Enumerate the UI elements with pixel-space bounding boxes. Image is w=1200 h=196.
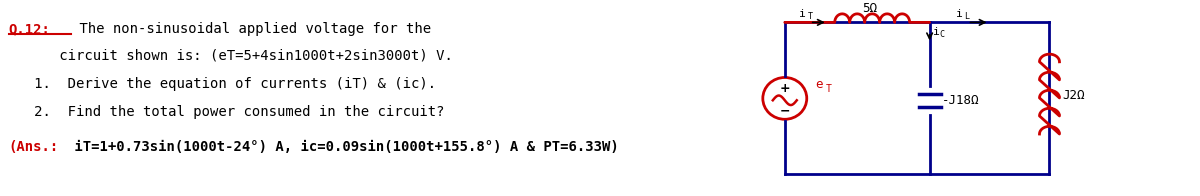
Text: L: L	[965, 12, 970, 21]
Text: -J18Ω: -J18Ω	[942, 94, 979, 107]
Text: 5Ω: 5Ω	[862, 2, 877, 15]
Text: circuit shown is: (eT=5+4sin1000t+2sin3000t) V.: circuit shown is: (eT=5+4sin1000t+2sin30…	[8, 48, 452, 62]
Text: (Ans.:: (Ans.:	[8, 140, 59, 154]
Text: −: −	[780, 104, 790, 117]
Text: e: e	[815, 78, 822, 91]
Text: J2Ω: J2Ω	[1062, 89, 1085, 102]
Text: i: i	[956, 9, 962, 19]
Text: iT=1+0.73sin(1000t-24°) A, ic=0.09sin(1000t+155.8°) A & PT=6.33W): iT=1+0.73sin(1000t-24°) A, ic=0.09sin(10…	[66, 140, 619, 154]
Text: i: i	[932, 27, 940, 37]
Text: T: T	[826, 84, 832, 94]
Text: T: T	[808, 12, 812, 21]
Text: Q.12:: Q.12:	[8, 22, 50, 36]
Text: C: C	[940, 30, 944, 39]
Text: 2.  Find the total power consumed in the circuit?: 2. Find the total power consumed in the …	[8, 105, 444, 119]
Text: The non-sinusoidal applied voltage for the: The non-sinusoidal applied voltage for t…	[71, 22, 431, 36]
Text: 1.  Derive the equation of currents (iT) & (ic).: 1. Derive the equation of currents (iT) …	[8, 76, 436, 91]
Text: i: i	[799, 9, 806, 19]
Text: +: +	[780, 82, 790, 95]
